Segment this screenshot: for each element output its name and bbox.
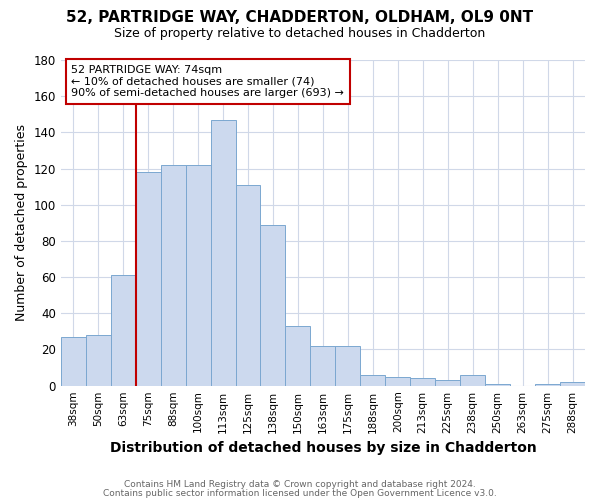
Bar [136,172,161,386]
Bar [161,165,185,386]
Bar [86,335,111,386]
Bar [535,384,560,386]
Bar [310,346,335,386]
Bar [460,375,485,386]
Bar [385,376,410,386]
Bar [211,120,236,386]
Bar [485,384,510,386]
Bar [61,337,86,386]
Bar [260,224,286,386]
Bar [111,276,136,386]
Bar [335,346,361,386]
Bar [286,326,310,386]
Bar [435,380,460,386]
Bar [236,185,260,386]
Y-axis label: Number of detached properties: Number of detached properties [15,124,28,322]
Bar [185,165,211,386]
Bar [361,375,385,386]
Bar [560,382,585,386]
Text: Size of property relative to detached houses in Chadderton: Size of property relative to detached ho… [115,28,485,40]
Text: 52 PARTRIDGE WAY: 74sqm
← 10% of detached houses are smaller (74)
90% of semi-de: 52 PARTRIDGE WAY: 74sqm ← 10% of detache… [71,65,344,98]
Text: 52, PARTRIDGE WAY, CHADDERTON, OLDHAM, OL9 0NT: 52, PARTRIDGE WAY, CHADDERTON, OLDHAM, O… [67,10,533,25]
Text: Contains HM Land Registry data © Crown copyright and database right 2024.: Contains HM Land Registry data © Crown c… [124,480,476,489]
Bar [410,378,435,386]
X-axis label: Distribution of detached houses by size in Chadderton: Distribution of detached houses by size … [110,441,536,455]
Text: Contains public sector information licensed under the Open Government Licence v3: Contains public sector information licen… [103,488,497,498]
